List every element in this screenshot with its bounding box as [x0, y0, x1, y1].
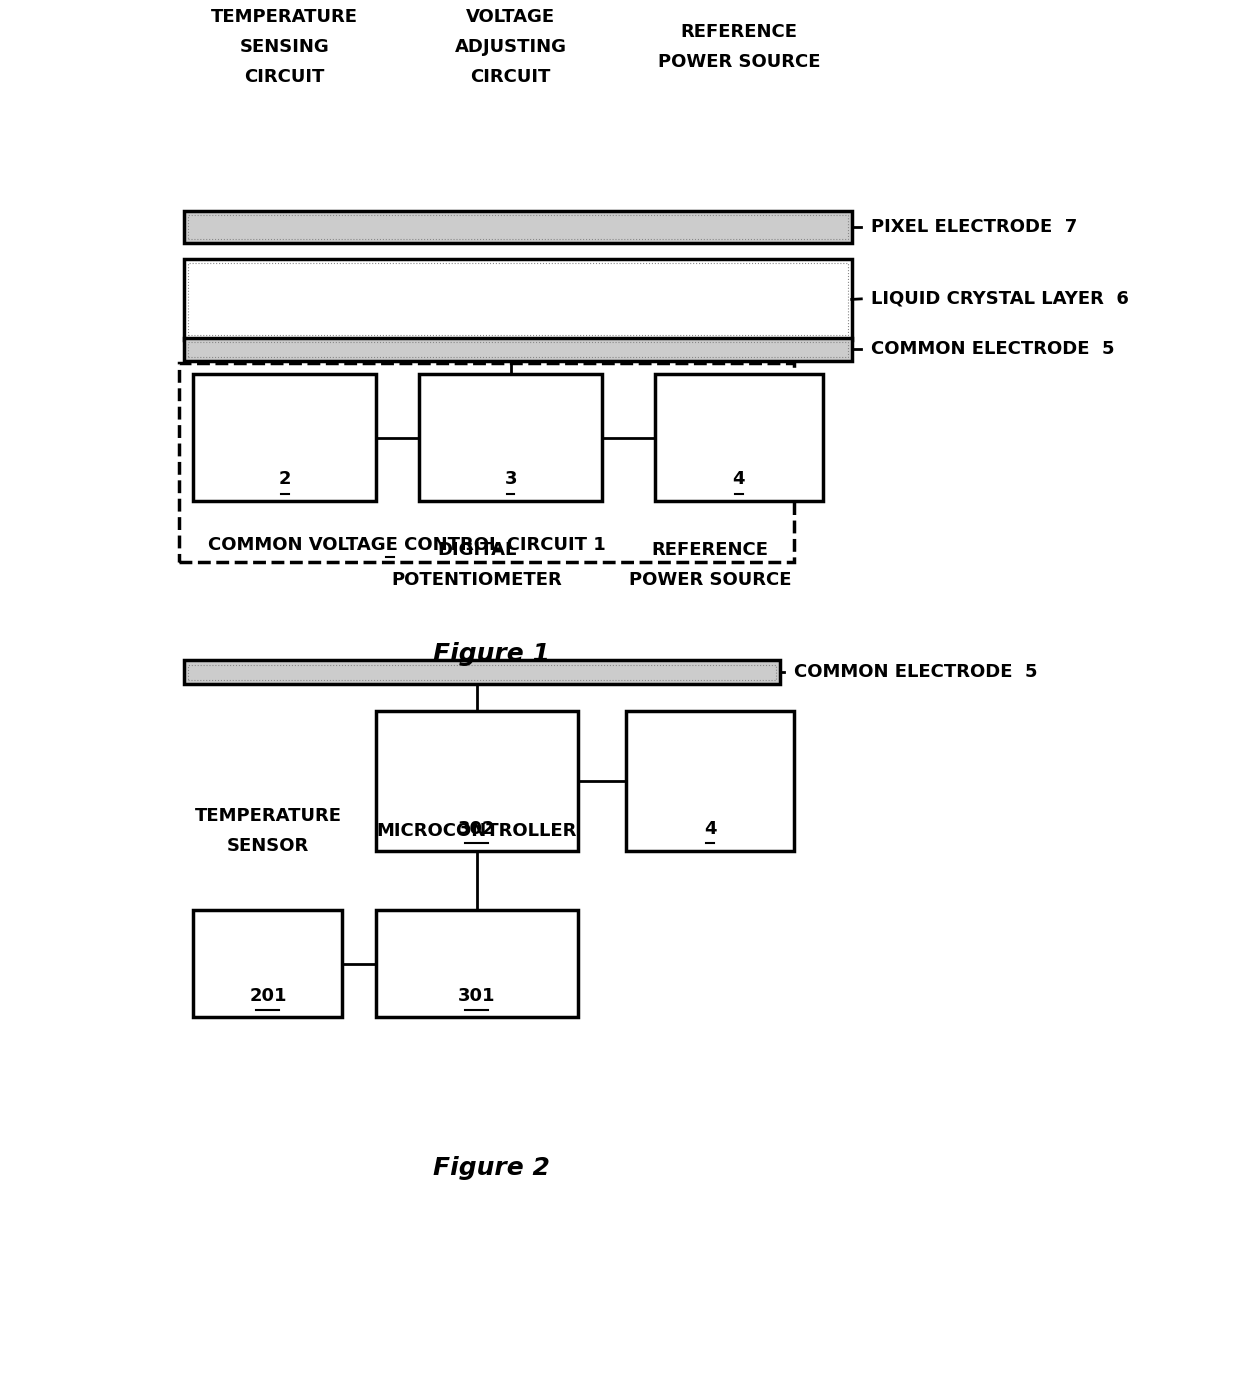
- Text: POWER SOURCE: POWER SOURCE: [629, 570, 791, 588]
- Text: MICROCONTROLLER: MICROCONTROLLER: [377, 821, 577, 840]
- Text: LIQUID CRYSTAL LAYER  6: LIQUID CRYSTAL LAYER 6: [870, 289, 1128, 307]
- Text: COMMON ELECTRODE  5: COMMON ELECTRODE 5: [794, 664, 1038, 682]
- Text: POWER SOURCE: POWER SOURCE: [657, 53, 820, 71]
- Text: ADJUSTING: ADJUSTING: [455, 38, 567, 56]
- Text: SENSOR: SENSOR: [227, 837, 309, 855]
- Text: 4: 4: [704, 820, 717, 838]
- Text: REFERENCE: REFERENCE: [651, 541, 769, 559]
- Bar: [184, 258, 852, 339]
- Text: Figure 2: Figure 2: [433, 1157, 549, 1180]
- Text: CIRCUIT: CIRCUIT: [244, 67, 325, 85]
- Bar: [184, 338, 852, 362]
- Bar: [626, 711, 794, 851]
- Text: 201: 201: [249, 986, 286, 1004]
- Text: TEMPERATURE: TEMPERATURE: [211, 7, 358, 25]
- Bar: [655, 374, 823, 502]
- Text: REFERENCE: REFERENCE: [681, 22, 797, 41]
- Text: PIXEL ELECTRODE  7: PIXEL ELECTRODE 7: [870, 218, 1078, 236]
- Text: COMMON ELECTRODE  5: COMMON ELECTRODE 5: [870, 341, 1115, 359]
- Text: TEMPERATURE: TEMPERATURE: [195, 806, 341, 824]
- Bar: [184, 211, 852, 243]
- Text: 4: 4: [733, 471, 745, 488]
- Text: COMMON VOLTAGE CONTROL CIRCUIT 1: COMMON VOLTAGE CONTROL CIRCUIT 1: [208, 536, 605, 553]
- Text: SENSING: SENSING: [239, 38, 330, 56]
- Text: POTENTIOMETER: POTENTIOMETER: [392, 570, 562, 588]
- Bar: [193, 374, 376, 502]
- Bar: [187, 215, 848, 239]
- Text: Figure 1: Figure 1: [433, 641, 549, 666]
- Bar: [376, 711, 578, 851]
- Text: CIRCUIT: CIRCUIT: [470, 67, 551, 85]
- Bar: [179, 363, 794, 563]
- Bar: [187, 264, 848, 335]
- Text: 302: 302: [459, 820, 496, 838]
- Bar: [184, 661, 780, 685]
- Text: VOLTAGE: VOLTAGE: [466, 7, 556, 25]
- Bar: [419, 374, 601, 502]
- Text: DIGITAL: DIGITAL: [438, 541, 517, 559]
- Text: 2: 2: [279, 471, 291, 488]
- Bar: [187, 342, 848, 358]
- Bar: [376, 909, 578, 1017]
- Text: 3: 3: [505, 471, 517, 488]
- Bar: [187, 665, 776, 680]
- Text: 301: 301: [459, 986, 496, 1004]
- Bar: [193, 909, 342, 1017]
